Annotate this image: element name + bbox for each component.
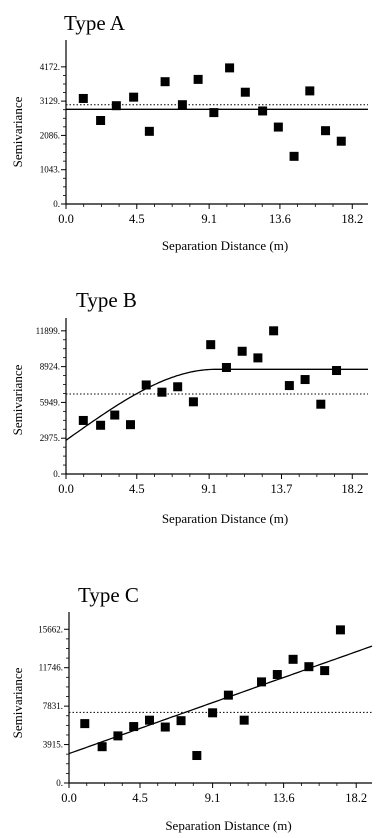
data-point <box>97 742 107 752</box>
y-tick-label: 4172. <box>40 62 60 72</box>
x-tick-label: 18.2 <box>341 482 363 496</box>
data-point <box>80 719 90 729</box>
data-point <box>193 74 203 84</box>
x-tick-label: 13.6 <box>273 791 295 805</box>
data-point <box>305 86 315 96</box>
data-point <box>96 115 106 125</box>
data-point <box>160 722 170 732</box>
data-point <box>173 382 183 392</box>
data-point <box>316 399 326 409</box>
data-point <box>144 126 154 136</box>
data-point <box>258 106 268 116</box>
x-tick-label: 0.0 <box>58 212 74 226</box>
chart-panel-type-a: Type A 0. 1043. 2086. 3129. 4172. 0.0 4.5 9.1 13.… <box>10 11 368 253</box>
chart-title: Type B <box>76 288 137 312</box>
y-tick-label: 11746. <box>39 663 63 673</box>
x-tick-label: 4.5 <box>132 791 148 805</box>
data-point <box>208 708 218 718</box>
data-point <box>336 136 346 146</box>
y-axis-title: Semivariance <box>10 96 25 167</box>
y-tick-label: 0. <box>53 199 60 209</box>
fitted-model-line <box>65 368 368 441</box>
y-tick-label: 2975. <box>40 433 60 443</box>
data-point <box>223 690 233 700</box>
x-tick-label: 0.0 <box>61 791 77 805</box>
y-tick-label: 8924. <box>40 362 60 372</box>
data-point <box>320 666 330 676</box>
y-tick-label: 3915. <box>43 740 63 750</box>
data-point <box>288 654 298 664</box>
chart-panel-type-b: Type B 0. 2975. 5949. 8924. 11899. 0.0 4.5 9.1 13… <box>10 288 368 526</box>
data-point <box>239 715 249 725</box>
x-tick-label: 9.1 <box>201 482 217 496</box>
x-tick-label: 9.1 <box>201 212 217 226</box>
y-tick-label: 0. <box>53 469 60 479</box>
data-point <box>78 415 88 425</box>
x-tick-label: 4.5 <box>129 482 145 496</box>
chart-title: Type C <box>78 583 139 607</box>
x-tick-label: 0.0 <box>58 482 74 496</box>
x-axis-title: Separation Distance (m) <box>162 511 288 526</box>
data-point <box>157 387 167 397</box>
chart-panel-type-c: Type C 0. 3915. 7831. 11746. 15662. 0.0 4.5 9.1 1… <box>10 583 373 833</box>
y-tick-label: 1043. <box>40 165 60 175</box>
x-tick-label: 18.2 <box>341 212 363 226</box>
data-point <box>240 87 250 97</box>
x-tick-label: 13.6 <box>269 212 291 226</box>
data-point <box>272 670 282 680</box>
data-point <box>225 63 235 73</box>
data-point <box>188 397 198 407</box>
x-tick-label: 13.7 <box>271 482 293 496</box>
data-point <box>335 625 345 635</box>
data-point <box>209 108 219 118</box>
data-point <box>129 92 139 102</box>
data-point <box>269 326 279 336</box>
data-point <box>144 715 154 725</box>
data-point <box>257 677 267 687</box>
y-tick-label: 7831. <box>43 701 63 711</box>
y-tick-label: 2086. <box>40 130 60 140</box>
y-axis-title: Semivariance <box>10 667 25 738</box>
data-point <box>253 353 263 363</box>
data-point <box>289 151 299 161</box>
y-tick-label: 3129. <box>40 96 60 106</box>
data-point <box>111 101 121 111</box>
data-point <box>300 375 310 385</box>
y-tick-label: 11899. <box>36 326 60 336</box>
data-point <box>321 126 331 136</box>
data-point <box>304 662 314 672</box>
data-point <box>96 420 106 430</box>
x-tick-label: 18.2 <box>345 791 367 805</box>
y-axis-title: Semivariance <box>10 364 25 435</box>
data-point <box>206 340 216 350</box>
data-point <box>160 77 170 87</box>
data-point <box>125 420 135 430</box>
y-tick-label: 5949. <box>40 397 60 407</box>
data-point <box>177 100 187 110</box>
y-tick-label: 15662. <box>38 624 63 634</box>
data-point <box>78 93 88 103</box>
data-point <box>141 380 151 390</box>
data-point <box>192 751 202 761</box>
y-tick-label: 0. <box>56 778 63 788</box>
x-axis-title: Separation Distance (m) <box>165 818 291 833</box>
data-point <box>176 716 186 726</box>
data-point <box>113 731 123 741</box>
data-point <box>221 363 231 373</box>
data-point <box>332 366 342 376</box>
data-point <box>284 381 294 391</box>
data-point <box>110 410 120 420</box>
chart-title: Type A <box>64 11 126 35</box>
data-point <box>237 346 247 356</box>
x-axis-title: Separation Distance (m) <box>162 238 288 253</box>
data-point <box>129 722 139 732</box>
x-tick-label: 9.1 <box>205 791 221 805</box>
x-tick-label: 4.5 <box>129 212 145 226</box>
data-point <box>273 122 283 132</box>
